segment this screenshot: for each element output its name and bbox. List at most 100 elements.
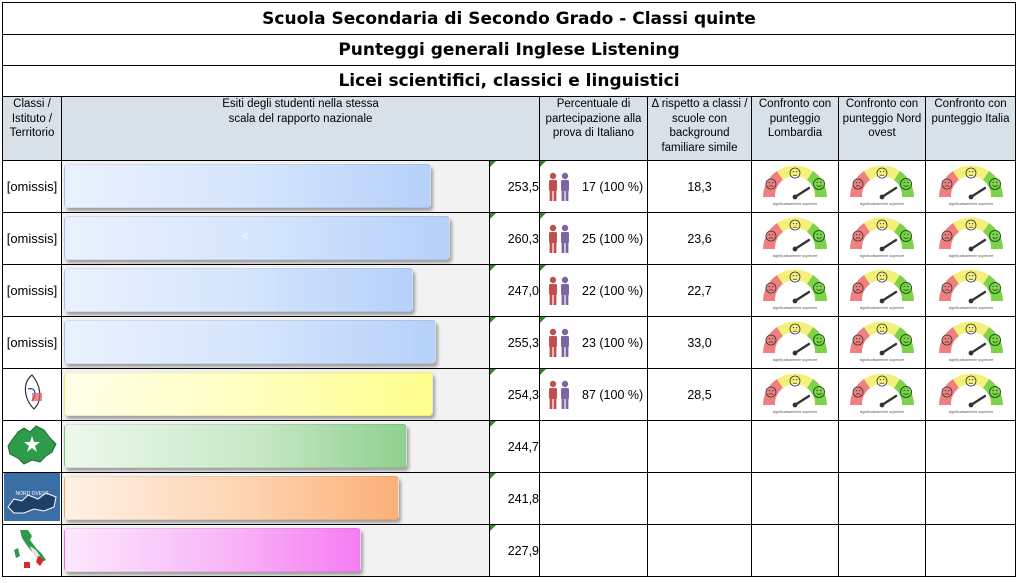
score-cell: 254,3 xyxy=(489,368,540,421)
score-bar xyxy=(64,476,399,520)
participation-cell xyxy=(539,420,648,473)
participation-value: 22 (100 %) xyxy=(582,283,644,298)
score-cell: 244,7 xyxy=(489,420,540,473)
territory-cell: NORD OVEST xyxy=(2,472,62,525)
row-label: [omissis] xyxy=(6,283,58,298)
gauge-lombardia-cell: significativamente superiore xyxy=(751,316,839,369)
comparison-gauge-icon: significativamente superiore xyxy=(763,373,827,414)
participants-icon xyxy=(549,380,569,409)
delta-cell xyxy=(647,524,752,577)
delta-value: 33,0 xyxy=(687,335,712,350)
score-value: 253,5 xyxy=(507,179,539,194)
territory-cell xyxy=(2,420,62,473)
delta-cell: 23,6 xyxy=(647,212,752,265)
row-label: [omissis] xyxy=(6,179,58,194)
territory-cell: [omissis] xyxy=(2,212,62,265)
score-cell: 247,0 xyxy=(489,264,540,317)
gauge-nord-ovest-cell xyxy=(838,524,926,577)
header-delta: Δ rispetto a classi / scuole con backgro… xyxy=(647,96,752,161)
score-value: 241,8 xyxy=(507,491,539,506)
comparison-gauge-icon: significativamente superiore xyxy=(763,321,827,362)
gauge-caption: significativamente superiore xyxy=(860,410,905,414)
row-label: [omissis] xyxy=(6,231,58,246)
score-value: 247,0 xyxy=(507,283,539,298)
score-cell: 255,3 xyxy=(489,316,540,369)
participation-cell xyxy=(539,524,648,577)
comparison-gauge-icon: significativamente superiore xyxy=(850,321,914,362)
gauge-caption: significativamente superiore xyxy=(860,358,905,362)
table-row: 227,9 xyxy=(2,524,1016,577)
gauge-italia-cell: significativamente superiore xyxy=(925,316,1016,369)
comparison-gauge-icon: significativamente superiore xyxy=(938,269,1003,310)
header-nord-ovest: Confronto con punteggio Nord ovest xyxy=(838,96,926,161)
delta-cell xyxy=(647,472,752,525)
participation-value: 87 (100 %) xyxy=(582,387,644,402)
gauge-italia-cell: significativamente superiore xyxy=(925,160,1016,213)
gauge-caption: significativamente superiore xyxy=(948,358,993,362)
score-bar-cell xyxy=(61,316,490,369)
gauge-italia-cell xyxy=(925,472,1016,525)
gauge-nord-ovest-cell: significativamente superiore xyxy=(838,160,926,213)
score-bar-cell xyxy=(61,264,490,317)
territory-cell: [omissis] xyxy=(2,264,62,317)
participation-cell: 25 (100 %) xyxy=(539,212,648,265)
delta-cell: 28,5 xyxy=(647,368,752,421)
participants-icon xyxy=(549,276,569,305)
score-cell: 260,3 xyxy=(489,212,540,265)
score-value: 255,3 xyxy=(507,335,539,350)
delta-value: 28,5 xyxy=(687,387,712,402)
table-row: [omissis] 247,0 22 (100 %) 22,7 significativ… xyxy=(2,264,1016,317)
nord-ovest-label: NORD OVEST xyxy=(15,491,48,497)
participation-cell: 23 (100 %) xyxy=(539,316,648,369)
header-lombardia: Confronto con punteggio Lombardia xyxy=(751,96,839,161)
comparison-gauge-icon: significativamente superiore xyxy=(938,373,1003,414)
gauge-lombardia-cell xyxy=(751,420,839,473)
gauge-caption: significativamente superiore xyxy=(948,410,993,414)
gauge-italia-cell: significativamente superiore xyxy=(925,212,1016,265)
row-label: [omissis] xyxy=(6,335,58,350)
delta-value: 22,7 xyxy=(687,283,712,298)
score-bar-cell xyxy=(61,472,490,525)
delta-value: 18,3 xyxy=(687,179,712,194)
gauge-caption: significativamente superiore xyxy=(773,410,818,414)
participation-cell: 22 (100 %) xyxy=(539,264,648,317)
score-bar: < xyxy=(64,216,450,260)
gauge-lombardia-cell: significativamente superiore xyxy=(751,212,839,265)
delta-cell: 18,3 xyxy=(647,160,752,213)
gauge-caption: significativamente superiore xyxy=(948,306,993,310)
report-title: Scuola Secondaria di Secondo Grado - Cla… xyxy=(2,2,1016,34)
table-row: 254,3 87 (100 %) 28,5 significativamente su… xyxy=(2,368,1016,421)
gauge-italia-cell xyxy=(925,524,1016,577)
gauge-caption: significativamente superiore xyxy=(860,306,905,310)
score-cell: 241,8 xyxy=(489,472,540,525)
bar-mark: < xyxy=(242,231,249,243)
comparison-gauge-icon: significativamente superiore xyxy=(763,165,827,206)
participants-icon xyxy=(549,328,569,357)
delta-cell xyxy=(647,420,752,473)
participation-value: 25 (100 %) xyxy=(582,231,644,246)
gauge-nord-ovest-cell: significativamente superiore xyxy=(838,264,926,317)
comparison-gauge-icon: significativamente superiore xyxy=(938,321,1003,362)
table-row: [omissis] 255,3 23 (100 %) 33,0 significativ… xyxy=(2,316,1016,369)
gauge-caption: significativamente superiore xyxy=(773,306,818,310)
participation-cell xyxy=(539,472,648,525)
gauge-nord-ovest-cell: significativamente superiore xyxy=(838,368,926,421)
gauge-lombardia-cell: significativamente superiore xyxy=(751,264,839,317)
score-bar xyxy=(64,372,433,416)
score-bar xyxy=(64,320,436,364)
header-territory: Classi / Istituto / Territorio xyxy=(2,96,62,161)
gauge-caption: significativamente superiore xyxy=(773,202,818,206)
gauge-nord-ovest-cell xyxy=(838,420,926,473)
score-bar-cell xyxy=(61,160,490,213)
header-participation: Percentuale di partecipazione alla prova… xyxy=(539,96,648,161)
score-bar xyxy=(64,528,361,572)
gauge-italia-cell: significativamente superiore xyxy=(925,368,1016,421)
comparison-gauge-icon: significativamente superiore xyxy=(763,269,827,310)
report-category: Licei scientifici, classici e linguistic… xyxy=(2,65,1016,96)
score-value: 227,9 xyxy=(507,543,539,558)
comparison-gauge-icon: significativamente superiore xyxy=(763,217,827,258)
gauge-caption: significativamente superiore xyxy=(860,254,905,258)
comparison-gauge-icon: significativamente superiore xyxy=(850,269,914,310)
gauge-italia-cell xyxy=(925,420,1016,473)
